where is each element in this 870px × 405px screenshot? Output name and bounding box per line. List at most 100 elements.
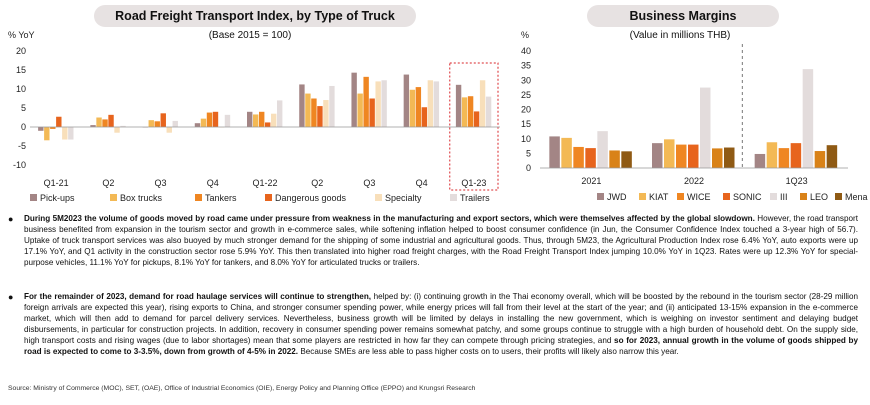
x-tick-label: 1Q23 — [786, 176, 808, 186]
bullet-2-bold: For the remainder of 2023, demand for ro… — [24, 292, 372, 301]
bar — [778, 148, 790, 168]
x-tick-label: Q1-22 — [252, 178, 277, 188]
legend-swatch — [835, 193, 842, 200]
bar — [96, 117, 102, 127]
bar — [357, 93, 363, 127]
bar — [479, 80, 486, 127]
bar — [247, 111, 253, 127]
x-tick-label: Q4 — [416, 178, 428, 188]
bar — [363, 76, 369, 127]
bar — [253, 114, 259, 127]
left-y-unit: % YoY — [8, 30, 35, 40]
bar — [166, 127, 172, 133]
legend-label: LEO — [810, 192, 828, 202]
bar — [585, 148, 596, 168]
bar — [38, 127, 44, 131]
bar — [317, 106, 323, 127]
bar — [573, 146, 584, 168]
legend-label: Box trucks — [120, 193, 163, 203]
bar — [688, 144, 699, 168]
legend-label: Tankers — [205, 193, 237, 203]
legend-label: Dangerous goods — [275, 193, 347, 203]
bar — [212, 111, 219, 127]
bar — [381, 80, 387, 127]
bar — [664, 139, 675, 168]
bullet-2-bold-2: so for 2023, annual growth in the volume… — [24, 335, 858, 356]
legend-swatch — [770, 193, 777, 200]
bar — [802, 69, 814, 168]
highlight-box — [449, 62, 499, 191]
bar — [754, 153, 766, 168]
bar — [433, 81, 440, 127]
legend-swatch — [30, 194, 37, 201]
left-chart: -10 -5 0 5 10 15 20 Q1-21 Q2 Q3 Q4 Q1-22 Q2 Q3 Q4 Q1-23… — [13, 46, 500, 203]
bar — [299, 84, 305, 127]
bar — [200, 118, 207, 127]
bar — [265, 122, 271, 127]
bar — [323, 100, 329, 127]
bar — [114, 127, 120, 133]
y-tick-label: -5 — [18, 141, 26, 151]
bar — [351, 72, 357, 127]
legend-label: Specialty — [385, 193, 422, 203]
legend-swatch — [450, 194, 457, 201]
legend-swatch — [597, 193, 604, 200]
bar — [108, 114, 114, 127]
bar — [814, 151, 826, 168]
bar — [609, 150, 620, 168]
bar — [724, 147, 735, 168]
x-tick-label: Q3 — [363, 178, 375, 188]
legend-swatch — [375, 194, 382, 201]
right-chart-subtitle: (Value in millions THB) — [629, 30, 731, 41]
x-tick-label: Q1-21 — [44, 178, 69, 188]
y-tick-label: 0 — [21, 122, 26, 132]
bar — [277, 100, 283, 127]
bullet-2-text: helped by: (i) continuing growth in the … — [24, 292, 858, 345]
right-chart: 0 5 10 15 20 25 30 35 40 2021 2022 1Q23 JWD KIAT WICE S… — [521, 44, 868, 202]
y-tick-label: 0 — [526, 163, 531, 173]
bar — [790, 143, 802, 168]
y-tick-label: 20 — [521, 105, 531, 115]
bar — [305, 93, 311, 127]
bar — [473, 111, 480, 127]
bullet-1-text: However, the road transport business ben… — [24, 214, 858, 267]
bar — [427, 80, 434, 127]
y-tick-label: 5 — [526, 148, 531, 158]
y-tick-label: 15 — [521, 119, 531, 129]
legend-label: JWD — [607, 192, 627, 202]
bullet-1-bold: During 5M2023 the volume of goods moved … — [24, 214, 755, 223]
legend-label: SONIC — [733, 192, 762, 202]
bar — [120, 125, 126, 127]
bar — [461, 97, 468, 127]
bar — [766, 142, 778, 168]
bar — [50, 127, 56, 129]
legend-label: Mena — [845, 192, 868, 202]
legend-label: III — [780, 192, 788, 202]
left-chart-title: Road Freight Transport Index, by Type of… — [94, 5, 416, 27]
bar — [206, 112, 213, 127]
bar — [154, 121, 160, 127]
bar — [549, 136, 560, 168]
bar — [102, 119, 108, 127]
x-tick-label: Q2 — [311, 178, 323, 188]
bar — [421, 107, 428, 127]
bar — [375, 81, 381, 127]
left-chart-subtitle: (Base 2015 = 100) — [208, 30, 292, 41]
x-tick-label: 2021 — [581, 176, 601, 186]
legend-swatch — [110, 194, 117, 201]
bar — [621, 151, 632, 168]
bar — [415, 87, 422, 127]
bar — [826, 145, 838, 168]
bar — [160, 113, 166, 127]
y-tick-label: 25 — [521, 90, 531, 100]
y-tick-label: 20 — [16, 46, 26, 56]
y-tick-label: 10 — [16, 84, 26, 94]
bar — [194, 123, 201, 127]
bar — [403, 74, 410, 127]
bar — [172, 120, 178, 127]
y-tick-label: 40 — [521, 46, 531, 56]
x-tick-label: Q3 — [155, 178, 167, 188]
bullet-2-text-2: Because SMEs are less able to pass highe… — [298, 346, 679, 356]
bar — [676, 144, 687, 168]
x-tick-label: 2022 — [684, 176, 704, 186]
